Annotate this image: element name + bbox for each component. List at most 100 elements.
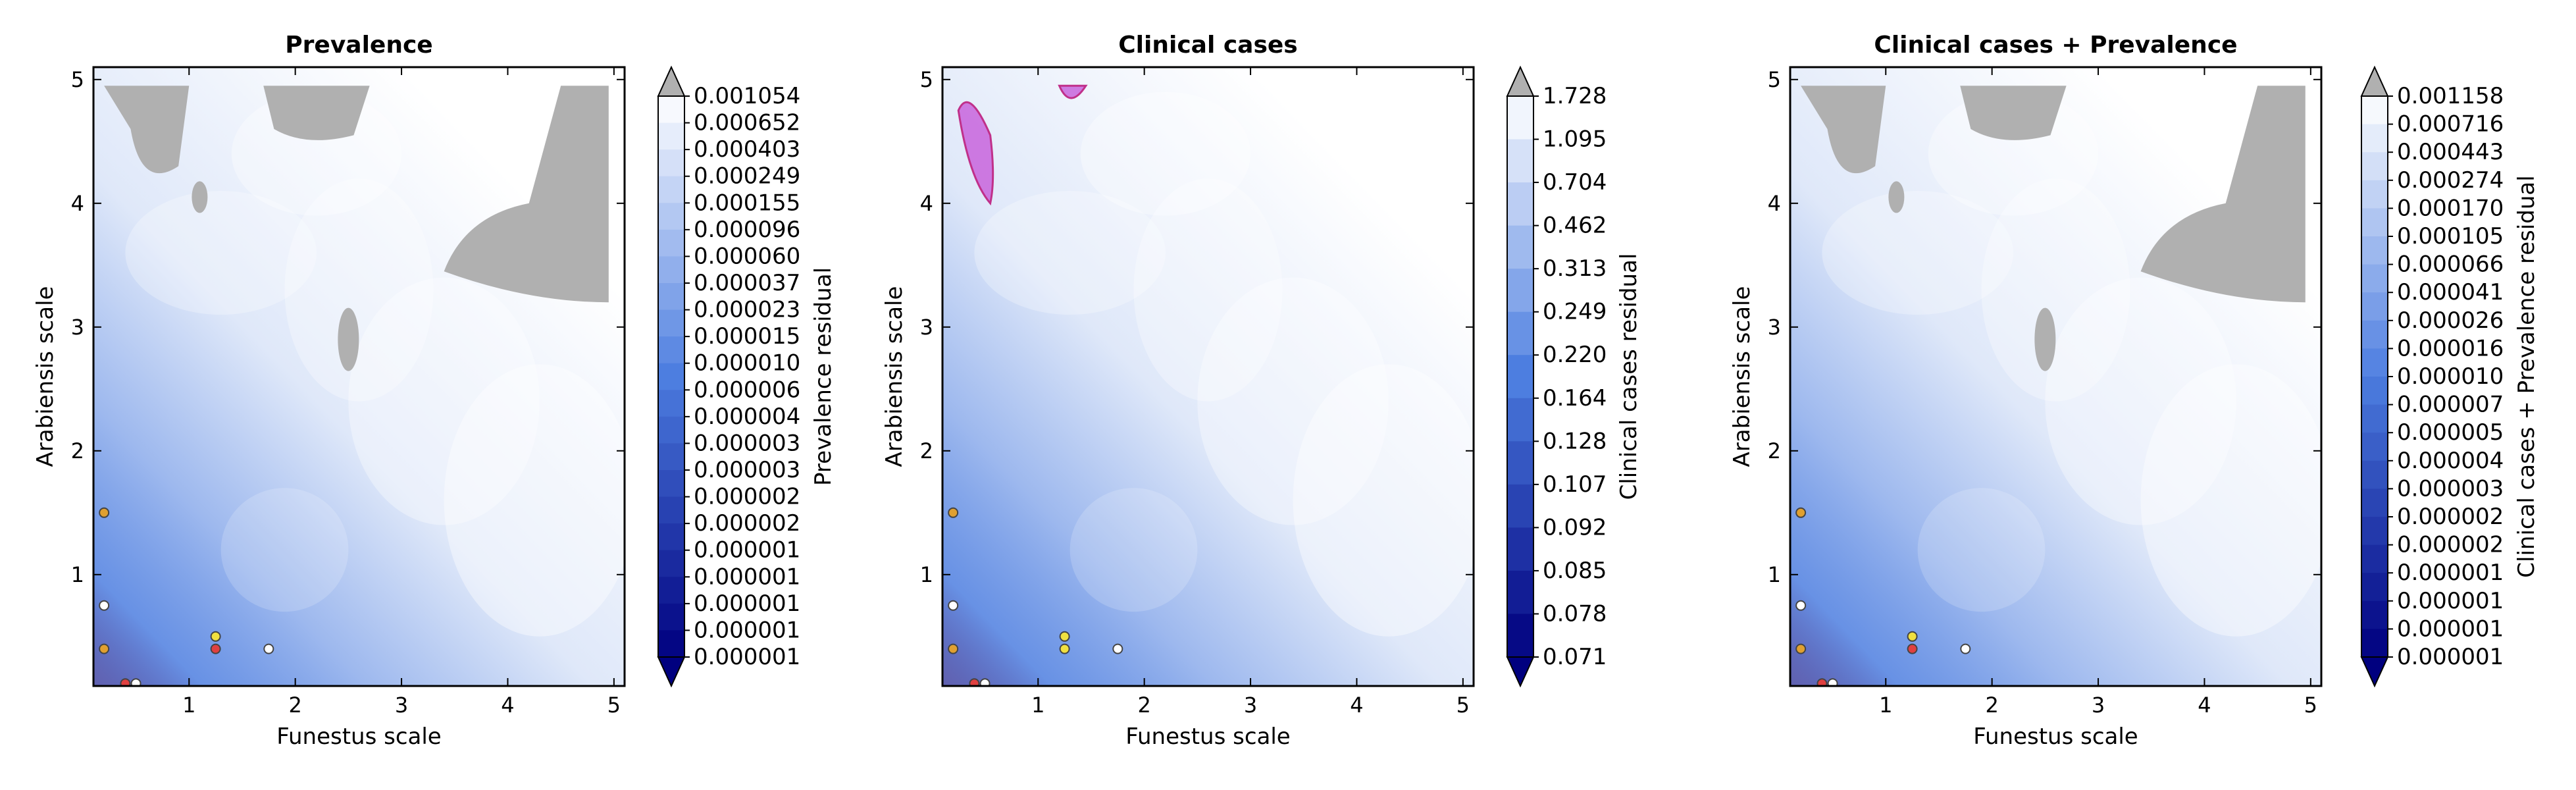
x-tick-label: 1 [1031, 693, 1044, 718]
x-tick-label: 4 [501, 693, 514, 718]
axes-frame [1789, 66, 2323, 687]
masked-region [104, 86, 190, 174]
axes-frame [92, 66, 626, 687]
colorbar-segment [658, 336, 684, 364]
colorbar-tick-label: 0.000155 [694, 190, 800, 216]
colorbar-segment [658, 630, 684, 658]
y-tick-label: 4 [920, 191, 933, 216]
colorbar-segment [2361, 488, 2388, 517]
colorbar-segment [658, 122, 684, 150]
colorbar-segment [658, 390, 684, 417]
colorbar-tick-label: 0.000716 [2397, 111, 2504, 138]
contour-region [1981, 178, 2130, 402]
contour-region [1917, 488, 2046, 612]
data-point [210, 631, 221, 642]
colorbar-extend-bottom [1506, 656, 1535, 688]
colorbar-segment [2361, 600, 2388, 629]
x-tick-label: 2 [288, 693, 301, 718]
colorbar-tick-label: 0.000006 [694, 377, 800, 403]
colorbar-tick-label: 0.078 [1543, 600, 1607, 627]
data-point [948, 600, 959, 611]
x-tick-label: 2 [1137, 693, 1150, 718]
y-tick-label: 2 [1768, 438, 1781, 463]
colorbar-segment [1507, 441, 1533, 485]
colorbar-tick-label: 0.071 [1543, 644, 1607, 670]
colorbar-segment [658, 309, 684, 337]
contour-region [444, 364, 625, 637]
colorbar-tick-label: 0.000002 [2397, 532, 2504, 558]
colorbar-tick-label: 0.000016 [2397, 335, 2504, 361]
y-tick-label: 5 [1768, 67, 1781, 92]
plot-area [1790, 67, 2321, 686]
colorbar-extend-top [657, 65, 686, 97]
colorbar-tick-label: 0.000443 [2397, 139, 2504, 165]
colorbar-tick-label: 0.000002 [694, 510, 800, 537]
x-axis-label: Funestus scale [1125, 724, 1290, 750]
colorbar-segment [658, 550, 684, 577]
x-tick-label: 5 [607, 693, 621, 718]
colorbar-tick-label: 0.000010 [2397, 363, 2504, 390]
highlight-region [1058, 84, 1088, 99]
colorbar-tick-label: 0.107 [1543, 471, 1607, 498]
x-axis-label: Funestus scale [1973, 724, 2138, 750]
masked-region [1960, 86, 2067, 140]
masked-region [1801, 86, 1886, 174]
colorbar-label: Prevalence residual [810, 267, 837, 486]
colorbar-tick-label: 0.000003 [694, 430, 800, 456]
masked-region [1888, 181, 1905, 213]
colorbar-segment [1507, 139, 1533, 183]
colorbar-segment [2361, 292, 2388, 321]
colorbar-segment [1507, 398, 1533, 442]
panel-clinical-cases-plus-prevalence: Clinical cases + Prevalence 1 2 3 4 5 1 2 3 4 5 Fun… [1729, 32, 2540, 750]
colorbar-tick-label: 0.000001 [694, 537, 800, 564]
y-tick-label: 2 [71, 438, 84, 463]
colorbar-tick-label: 0.000001 [694, 591, 800, 617]
colorbar-tick-label: 0.000274 [2397, 167, 2504, 194]
y-tick-label: 3 [920, 315, 933, 340]
x-axis-label: Funestus scale [276, 724, 441, 750]
colorbar-segment [658, 577, 684, 604]
colorbar-tick-label: 0.704 [1543, 169, 1607, 196]
y-tick-label: 4 [71, 191, 84, 216]
contour-region [1069, 488, 1198, 612]
colorbar-segment [658, 283, 684, 311]
colorbar-segment [2361, 573, 2388, 602]
colorbar-segment [2361, 404, 2388, 433]
colorbar-segment [2361, 96, 2388, 125]
data-point [1795, 507, 1807, 518]
colorbar-tick-label: 0.000001 [2397, 588, 2504, 614]
colorbar-segment [2361, 433, 2388, 461]
colorbar-tick-label: 0.000105 [2397, 223, 2504, 250]
colorbar-segment [2361, 124, 2388, 153]
colorbar-tick-label: 1.728 [1543, 83, 1607, 109]
colorbar-tick-label: 0.000023 [694, 297, 800, 323]
chart-title: Clinical cases + Prevalence [1874, 32, 2237, 59]
data-point [1827, 678, 1838, 686]
masked-region [444, 86, 609, 303]
panel-prevalence: Prevalence 1 2 3 4 5 1 2 3 4 5 Funestus scale Arabie… [32, 32, 837, 750]
y-tick-label: 1 [71, 562, 84, 587]
colorbar-tick-label: 0.000002 [2397, 504, 2504, 530]
data-point [1112, 643, 1123, 654]
x-tick-label: 1 [1879, 693, 1892, 718]
contour-region [348, 277, 540, 525]
colorbar-tick-label: 0.000005 [2397, 419, 2504, 446]
data-point [1795, 600, 1807, 611]
colorbar-tick-label: 0.249 [1543, 299, 1607, 325]
colorbar-frame [657, 95, 685, 658]
colorbar-tick-label: 0.000170 [2397, 195, 2504, 221]
colorbar-segment [1507, 570, 1533, 614]
y-tick-label: 1 [920, 562, 933, 587]
colorbar-tick-label: 0.000026 [2397, 307, 2504, 334]
colorbar-segment [658, 229, 684, 257]
colorbar-segment [1507, 182, 1533, 226]
residual-field [1790, 67, 2321, 686]
colorbar-segment [1507, 96, 1533, 140]
y-tick-label: 1 [1768, 562, 1781, 587]
colorbar-label: Clinical cases residual [1616, 253, 1642, 500]
colorbar-segment [658, 96, 684, 124]
colorbar-tick-label: 0.000066 [2397, 251, 2504, 278]
colorbar-tick-label: 0.085 [1543, 558, 1607, 584]
data-point [948, 643, 959, 654]
